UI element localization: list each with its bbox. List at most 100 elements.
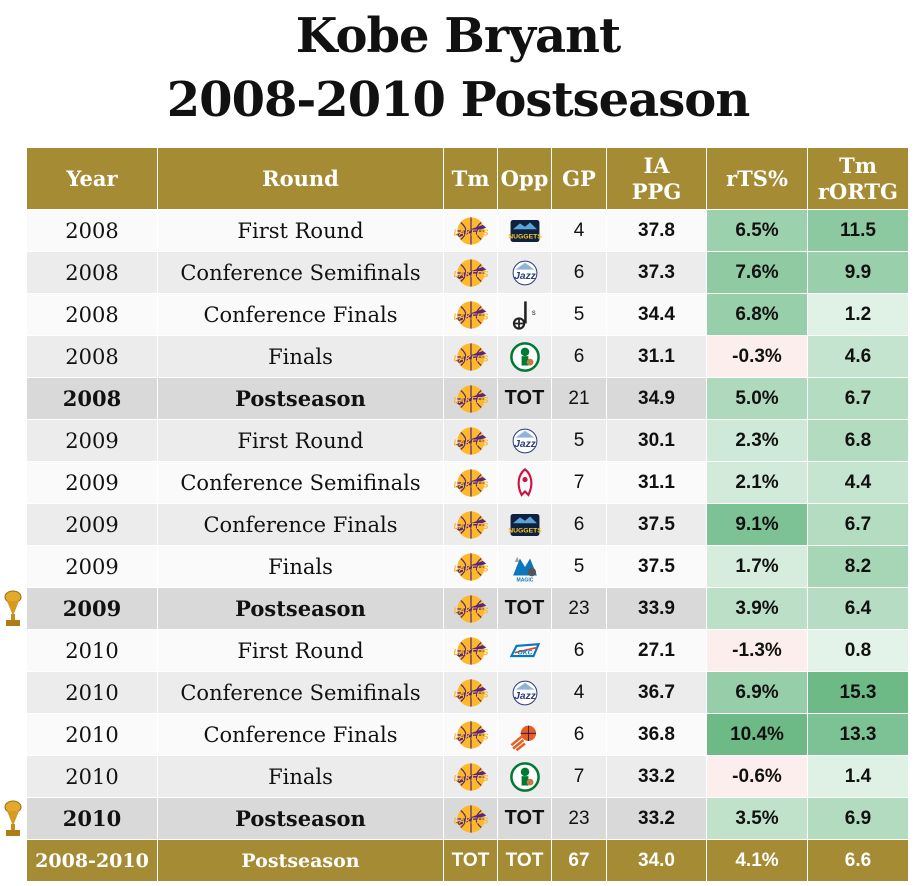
year-cell: 2010 [27, 630, 158, 672]
rts-cell: 6.9% [707, 672, 808, 714]
ppg-cell: 37.8 [607, 210, 707, 252]
ppg-cell: 31.1 [607, 336, 707, 378]
rockets-logo [508, 466, 542, 500]
lakers-logo: LAKERS [454, 256, 488, 290]
table-row: 2009 Finals LAKERS MAGIC 5 37.5 1.7% 8.2 [27, 546, 909, 588]
lakers-logo: LAKERS [454, 382, 488, 416]
svg-text:Jazz: Jazz [514, 438, 536, 449]
gp-cell: 5 [552, 420, 607, 462]
rts-cell: 7.6% [707, 252, 808, 294]
year-cell: 2010 [27, 672, 158, 714]
gp-cell: 23 [552, 588, 607, 630]
jazz-logo: Jazz [508, 256, 542, 290]
svg-text:LAKERS: LAKERS [454, 815, 488, 825]
year-cell: 2008 [27, 252, 158, 294]
gp-cell: 5 [552, 546, 607, 588]
round-cell: First Round [158, 210, 444, 252]
spurs-logo: S [508, 298, 542, 332]
ppg-cell: 27.1 [607, 630, 707, 672]
rts-cell: 2.3% [707, 420, 808, 462]
year-cell: 2009 [27, 546, 158, 588]
svg-text:NUGGETS: NUGGETS [508, 233, 542, 240]
header-ia-ppg[interactable]: IA PPG [607, 148, 707, 210]
rts-cell: 5.0% [707, 378, 808, 420]
rortg-cell: 4.4 [808, 462, 909, 504]
opponent-cell [498, 756, 552, 798]
header-tm[interactable]: Tm [444, 148, 498, 210]
year-cell: 2010 [27, 798, 158, 840]
round-cell: Conference Semifinals [158, 672, 444, 714]
team-cell: LAKERS [444, 336, 498, 378]
rts-cell: -1.3% [707, 630, 808, 672]
rts-cell: 2.1% [707, 462, 808, 504]
rortg-cell: 1.2 [808, 294, 909, 336]
tot-label: TOT [504, 807, 545, 829]
suns-logo [508, 718, 542, 752]
header-gp[interactable]: GP [552, 148, 607, 210]
opponent-cell: S [498, 294, 552, 336]
rortg-cell: 6.7 [808, 504, 909, 546]
header-rts[interactable]: rTS% [707, 148, 808, 210]
header-round[interactable]: Round [158, 148, 444, 210]
rortg-cell: 1.4 [808, 756, 909, 798]
lakers-logo: LAKERS [454, 508, 488, 542]
thunder-logo: OKC [508, 634, 542, 668]
nuggets-logo: NUGGETS [508, 214, 542, 248]
header-year[interactable]: Year [27, 148, 158, 210]
ppg-cell: 31.1 [607, 462, 707, 504]
table-row: 2010 First Round LAKERS OKC 6 27.1 -1.3% 0.8 [27, 630, 909, 672]
ppg-cell: 33.2 [607, 798, 707, 840]
gp-cell: 4 [552, 210, 607, 252]
header-tm-rortg[interactable]: Tm rORTG [808, 148, 909, 210]
svg-text:LAKERS: LAKERS [454, 689, 488, 699]
year-cell: 2010 [27, 756, 158, 798]
team-cell: LAKERS [444, 798, 498, 840]
svg-text:LAKERS: LAKERS [454, 437, 488, 447]
gp-cell: 6 [552, 504, 607, 546]
rts-cell: 9.1% [707, 504, 808, 546]
rts-cell: 3.5% [707, 798, 808, 840]
lakers-logo: LAKERS [454, 298, 488, 332]
ppg-cell: 34.9 [607, 378, 707, 420]
header-tm-rortg-line1: Tm [839, 152, 877, 178]
team-cell: LAKERS [444, 672, 498, 714]
lakers-logo: LAKERS [454, 340, 488, 374]
round-cell: Finals [158, 756, 444, 798]
gp-cell: 6 [552, 336, 607, 378]
ppg-cell: 37.5 [607, 546, 707, 588]
gp-cell: 4 [552, 672, 607, 714]
svg-text:LAKERS: LAKERS [454, 311, 488, 321]
rortg-cell: 6.9 [808, 798, 909, 840]
footer-opp-cell: TOT [498, 840, 552, 882]
year-cell: 2008 [27, 294, 158, 336]
footer-rortg-cell: 6.6 [808, 840, 909, 882]
svg-text:LAKERS: LAKERS [454, 563, 488, 573]
gp-cell: 6 [552, 714, 607, 756]
rortg-cell: 0.8 [808, 630, 909, 672]
opponent-cell: MAGIC [498, 546, 552, 588]
header-ia-line1: IA [643, 152, 670, 178]
rts-cell: 6.8% [707, 294, 808, 336]
team-cell: LAKERS [444, 252, 498, 294]
opponent-cell: NUGGETS [498, 210, 552, 252]
gp-cell: 7 [552, 756, 607, 798]
rortg-cell: 11.5 [808, 210, 909, 252]
team-cell: LAKERS [444, 504, 498, 546]
round-cell: Conference Finals [158, 714, 444, 756]
table-total-row: 2009 Postseason LAKERS TOT 23 33.9 3.9% 6.4 [27, 588, 909, 630]
opponent-cell [498, 714, 552, 756]
table-total-row: 2008 Postseason LAKERS TOT 21 34.9 5.0% 6.7 [27, 378, 909, 420]
rortg-cell: 9.9 [808, 252, 909, 294]
lakers-logo: LAKERS [454, 214, 488, 248]
svg-text:S: S [531, 311, 535, 317]
footer-ppg-cell: 34.0 [607, 840, 707, 882]
round-cell: Postseason [158, 378, 444, 420]
lakers-logo: LAKERS [454, 676, 488, 710]
footer-tm-cell: TOT [444, 840, 498, 882]
round-cell: First Round [158, 420, 444, 462]
ppg-cell: 36.7 [607, 672, 707, 714]
team-cell: LAKERS [444, 294, 498, 336]
header-opp[interactable]: Opp [498, 148, 552, 210]
gp-cell: 7 [552, 462, 607, 504]
opponent-cell: Jazz [498, 252, 552, 294]
